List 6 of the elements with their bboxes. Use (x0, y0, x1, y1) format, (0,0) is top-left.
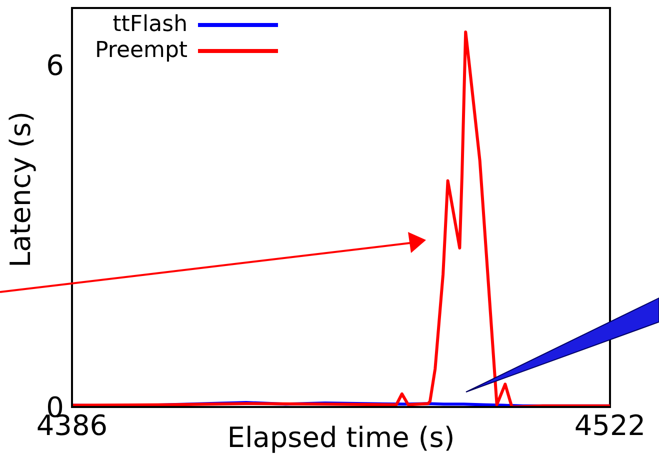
x-tick-label: 4522 (574, 408, 646, 442)
legend-label: Preempt (95, 38, 188, 64)
x-axis-title: Elapsed time (s) (227, 421, 455, 454)
legend-label: ttFlash (112, 12, 188, 38)
y-tick-label: 6 (46, 48, 64, 82)
y-axis-title: Latency (s) (4, 111, 37, 268)
